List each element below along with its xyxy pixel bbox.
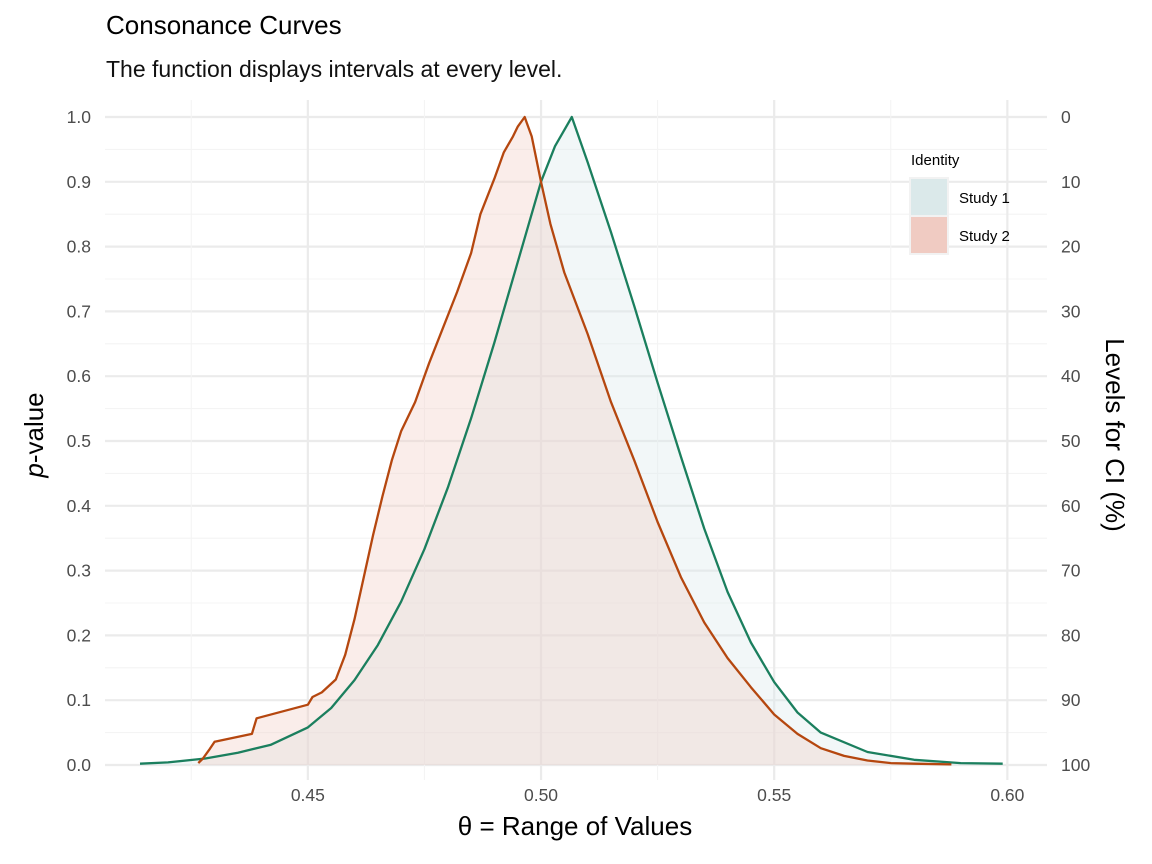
x-tick-label: 0.50 — [524, 785, 558, 805]
series-lines — [139, 115, 1003, 766]
y2-tick-label: 90 — [1061, 690, 1081, 710]
legend-key-study-2 — [909, 215, 949, 255]
chart-title: Consonance Curves — [106, 10, 342, 40]
y-tick-label: 0.6 — [67, 366, 91, 386]
y-tick-label: 0.0 — [67, 755, 92, 775]
area-fill-study-1 — [140, 117, 1003, 765]
y2-tick-label: 60 — [1061, 496, 1081, 516]
y-tick-label: 0.9 — [67, 172, 91, 192]
y2-axis-title: Levels for CI (%) — [1100, 338, 1130, 532]
x-tick-label: 0.55 — [757, 785, 791, 805]
y2-tick-label: 70 — [1061, 561, 1081, 581]
area-fill-study-2 — [198, 117, 952, 765]
legend-key-study-1 — [909, 177, 949, 217]
y2-tick-label: 80 — [1061, 625, 1081, 645]
x-tick-labels: 0.45 0.50 0.55 0.60 — [291, 785, 1025, 805]
y-tick-label: 1.0 — [67, 107, 92, 127]
y-tick-label: 0.8 — [67, 237, 91, 257]
grid-lines — [105, 100, 1047, 780]
y-axis-title: p-value — [19, 392, 49, 478]
y2-tick-label: 20 — [1061, 237, 1081, 257]
y2-tick-label: 100 — [1061, 755, 1090, 775]
y2-tick-label: 50 — [1061, 431, 1081, 451]
legend-title: Identity — [911, 152, 960, 169]
y-tick-label: 0.2 — [67, 625, 91, 645]
x-tick-label: 0.60 — [990, 785, 1024, 805]
series-line-study-2 — [197, 115, 952, 766]
y-tick-labels: 0.0 0.1 0.2 0.3 0.4 0.5 0.6 0.7 0.8 0.9 1.0 — [67, 107, 92, 775]
y-tick-label: 0.4 — [67, 496, 92, 516]
x-axis-title: θ = Range of Values — [458, 811, 692, 841]
y-tick-label: 0.1 — [67, 690, 91, 710]
y-tick-label: 0.3 — [67, 561, 91, 581]
y-tick-label: 0.5 — [67, 431, 91, 451]
legend-label-study-2: Study 2 — [959, 228, 1010, 245]
y2-tick-label: 10 — [1061, 172, 1081, 192]
legend-label-study-1: Study 1 — [959, 190, 1010, 207]
y2-tick-label: 30 — [1061, 301, 1081, 321]
y2-tick-label: 40 — [1061, 366, 1081, 386]
series-line-study-1 — [139, 115, 1003, 765]
x-tick-label: 0.45 — [291, 785, 325, 805]
y-tick-label: 0.7 — [67, 301, 91, 321]
chart-subtitle: The function displays intervals at every… — [106, 56, 563, 82]
area-fills — [140, 117, 1003, 765]
y2-tick-label: 0 — [1061, 107, 1071, 127]
legend: Identity Study 1 Study 2 — [909, 152, 1010, 255]
